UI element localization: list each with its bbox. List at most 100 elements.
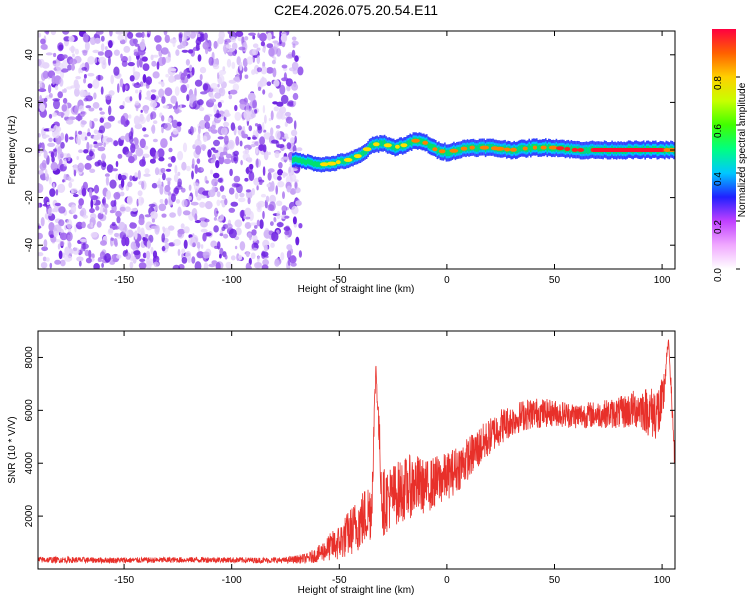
noise-blob [291, 49, 296, 58]
noise-blob [192, 100, 201, 110]
noise-blob [129, 38, 136, 47]
noise-blob [196, 37, 203, 41]
noise-blob [267, 171, 272, 181]
noise-blob [127, 62, 135, 67]
noise-blob [186, 83, 190, 89]
noise-blob [158, 88, 165, 98]
noise-blob [100, 43, 105, 52]
noise-blob [66, 176, 72, 181]
ridge-cell [293, 157, 295, 163]
noise-blob [128, 55, 132, 63]
noise-blob [226, 58, 232, 68]
noise-blob [181, 76, 189, 84]
ridge-cell [587, 147, 589, 154]
noise-blob [142, 127, 147, 132]
snr-frame [37, 330, 676, 570]
noise-blob [106, 190, 111, 200]
noise-blob [152, 54, 159, 58]
noise-blob [246, 56, 254, 65]
ridge-cell [391, 143, 393, 150]
noise-blob [290, 129, 298, 137]
noise-blob [248, 32, 256, 36]
noise-blob [89, 144, 93, 150]
noise-blob [89, 208, 95, 214]
noise-blob [103, 122, 112, 129]
noise-blob [199, 201, 206, 208]
x-tick-label: 100 [654, 575, 671, 586]
noise-blob [148, 203, 156, 208]
noise-blob [99, 111, 105, 115]
noise-blob [152, 71, 160, 79]
noise-blob [102, 207, 106, 213]
noise-blob [213, 217, 217, 221]
noise-blob [189, 126, 194, 136]
noise-blob [97, 74, 101, 81]
noise-blob [96, 31, 104, 35]
ridge-cell [319, 161, 321, 168]
noise-blob [264, 114, 267, 124]
noise-blob [181, 161, 187, 171]
noise-blob [260, 193, 267, 198]
noise-blob [113, 140, 119, 147]
y-tick-label: 0 [24, 147, 35, 153]
noise-blob [68, 35, 75, 43]
noise-blob [78, 260, 82, 267]
noise-blob [195, 31, 199, 35]
y-tick-label: 6000 [24, 399, 35, 422]
noise-blob [89, 37, 97, 45]
noise-blob [87, 56, 95, 65]
noise-blob [253, 64, 260, 75]
ridge-cell [427, 141, 430, 149]
noise-blob [93, 141, 98, 145]
noise-blob [59, 78, 64, 87]
noise-blob [254, 109, 258, 114]
noise-blob [162, 172, 166, 181]
ridge-cell [307, 158, 309, 164]
noise-blob [245, 189, 251, 193]
y-tick-label: 8000 [24, 346, 35, 369]
noise-blob [73, 214, 78, 220]
noise-blob [161, 233, 165, 243]
noise-blob [229, 89, 238, 95]
noise-blob [154, 167, 160, 176]
noise-blob [142, 63, 150, 71]
noise-blob [64, 133, 69, 143]
noise-blob [97, 212, 104, 220]
ridge-cell [313, 161, 315, 167]
noise-blob [168, 147, 173, 153]
noise-blob [139, 138, 146, 149]
ridge-peak [319, 162, 329, 167]
noise-blob [230, 155, 235, 163]
ridge-cell [478, 144, 481, 151]
noise-blob [109, 179, 117, 189]
noise-blob [65, 118, 74, 125]
noise-blob [150, 111, 157, 120]
noise-blob [219, 185, 225, 192]
noise-blob [151, 60, 157, 67]
noise-blob [60, 259, 66, 267]
noise-blob [266, 43, 274, 49]
noise-blob [130, 143, 136, 154]
ridge-cell [546, 145, 549, 152]
noise-blob [44, 97, 48, 103]
ridge-cell [340, 158, 342, 164]
noise-blob [116, 254, 122, 259]
noise-blob [263, 244, 269, 252]
noise-blob [153, 120, 158, 124]
noise-blob [202, 41, 209, 50]
noise-blob [190, 201, 199, 206]
noise-blob [93, 263, 100, 269]
noise-blob [79, 210, 85, 217]
noise-blob [247, 92, 256, 102]
x-tick-label: 50 [549, 275, 561, 286]
ridge-cell [314, 161, 317, 167]
noise-blob [294, 187, 301, 194]
noise-blob [239, 140, 243, 147]
noise-blob [53, 52, 57, 58]
noise-blob [155, 44, 162, 52]
noise-blob [276, 222, 284, 228]
noise-blob [196, 241, 201, 249]
ridge-cell [445, 149, 448, 157]
noise-blob [164, 122, 172, 131]
ridge-cell [466, 144, 469, 151]
